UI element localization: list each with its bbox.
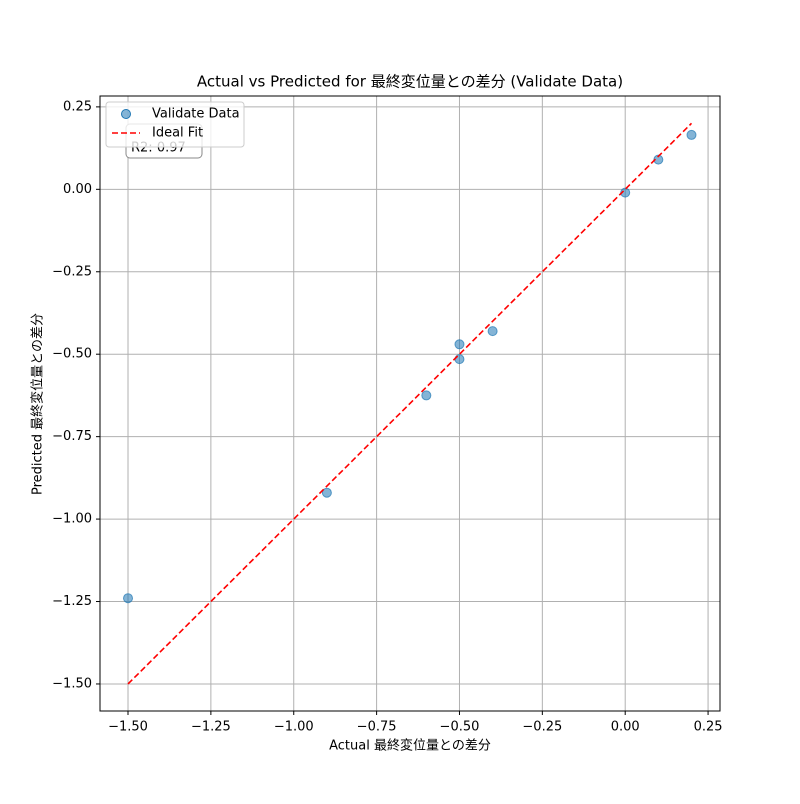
x-tick-label: 0.25 <box>694 720 723 735</box>
x-tick-label: −1.25 <box>191 720 231 735</box>
x-tick-label: −0.25 <box>522 720 562 735</box>
legend-label: Validate Data <box>152 107 240 122</box>
point <box>454 339 465 350</box>
y-tick-label: −1.25 <box>52 594 92 609</box>
chart-title: Actual vs Predicted for 最終変位量との差分 (Valid… <box>197 73 623 91</box>
y-tick-label: −0.75 <box>52 429 92 444</box>
y-tick-label: 0.25 <box>63 99 92 114</box>
y-tick-label: −1.00 <box>52 512 92 527</box>
point <box>321 487 332 498</box>
y-tick-label: 0.00 <box>63 182 92 197</box>
line <box>127 122 693 685</box>
x-tick-label: −0.50 <box>440 720 480 735</box>
x-tick-label: −0.75 <box>357 720 397 735</box>
point <box>421 390 432 401</box>
x-axis-label: Actual 最終変位量との差分 <box>329 738 491 754</box>
y-tick-label: −0.50 <box>52 347 92 362</box>
y-tick-label: −1.50 <box>52 676 92 691</box>
legend: Validate Data Ideal Fit <box>105 101 245 148</box>
y-tick-label: −0.25 <box>52 264 92 279</box>
point <box>653 154 664 165</box>
point <box>620 187 631 198</box>
x-tick-label: −1.00 <box>274 720 314 735</box>
point <box>686 129 697 140</box>
x-tick-label: −1.50 <box>108 720 148 735</box>
y-axis-label: Predicted 最終変位量との差分 <box>30 313 46 495</box>
point <box>487 326 498 337</box>
x-tick-label: 0.00 <box>611 720 640 735</box>
legend-label: Ideal Fit <box>152 126 203 141</box>
legend-marker <box>121 109 131 119</box>
legend-box <box>105 101 245 148</box>
point <box>454 354 465 365</box>
point <box>123 593 134 604</box>
plot-frame <box>99 95 721 712</box>
